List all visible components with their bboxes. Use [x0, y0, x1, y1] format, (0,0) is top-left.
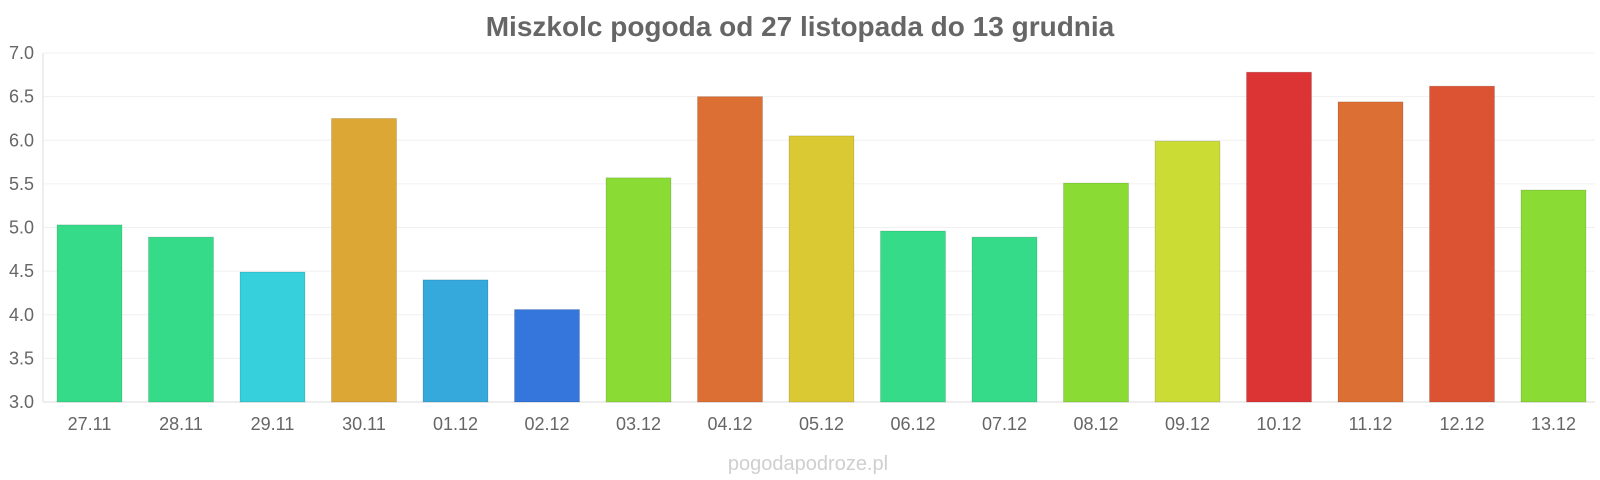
bar-12.12 — [1429, 85, 1495, 403]
x-tick-label: 12.12 — [1439, 414, 1484, 434]
x-tick-label: 29.11 — [251, 414, 295, 434]
x-axis-ticks: 27.11 28.11 29.11 30.11 01.12 02.12 03.12 04.12… — [68, 414, 1576, 434]
bar-10.12 — [1246, 71, 1312, 403]
x-tick-label: 07.12 — [982, 414, 1027, 434]
bar-01.12 — [422, 279, 489, 403]
x-tick-label: 28.11 — [159, 414, 203, 434]
bars-layer — [56, 71, 1587, 403]
bar-28.11 — [148, 236, 214, 403]
y-tick-label: 5.0 — [9, 218, 34, 238]
bar-05.12 — [788, 135, 855, 403]
x-tick-label: 05.12 — [799, 414, 844, 434]
y-tick-label: 6.0 — [9, 130, 34, 150]
bar-07.12 — [971, 236, 1038, 403]
bar-29.11 — [239, 271, 306, 403]
x-tick-label: 01.12 — [433, 414, 478, 434]
bar-09.12 — [1154, 140, 1221, 403]
y-tick-label: 4.5 — [9, 261, 34, 281]
bar-08.12 — [1063, 182, 1129, 403]
y-tick-label: 4.0 — [9, 305, 34, 325]
y-tick-label: 3.0 — [9, 392, 34, 412]
chart-title: Miszkolc pogoda od 27 listopada do 13 gr… — [486, 11, 1115, 42]
bar-27.11 — [56, 224, 123, 403]
bar-30.11 — [331, 117, 397, 403]
watermark: pogodapodroze.pl — [728, 453, 888, 475]
y-tick-label: 7.0 — [9, 43, 34, 63]
bar-06.12 — [880, 230, 946, 403]
y-tick-label: 3.5 — [9, 348, 34, 368]
x-tick-label: 04.12 — [707, 414, 752, 434]
x-tick-label: 08.12 — [1073, 414, 1118, 434]
bar-13.12 — [1520, 189, 1587, 403]
x-tick-label: 11.12 — [1349, 414, 1393, 434]
x-tick-label: 06.12 — [890, 414, 935, 434]
x-tick-label: 02.12 — [524, 414, 569, 434]
x-tick-label: 27.11 — [68, 414, 112, 434]
bar-02.12 — [514, 309, 580, 403]
y-tick-label: 5.5 — [9, 174, 34, 194]
bar-04.12 — [697, 96, 763, 403]
x-tick-label: 09.12 — [1165, 414, 1210, 434]
y-tick-label: 6.5 — [9, 87, 34, 107]
x-tick-label: 10.12 — [1256, 414, 1301, 434]
bar-11.12 — [1337, 101, 1404, 403]
bar-03.12 — [605, 177, 672, 403]
y-axis-ticks: 3.0 3.5 4.0 4.5 5.0 5.5 6.0 6.5 7.0 — [9, 43, 34, 412]
x-tick-label: 03.12 — [616, 414, 661, 434]
x-tick-label: 13.12 — [1531, 414, 1576, 434]
x-tick-label: 30.11 — [342, 414, 386, 434]
